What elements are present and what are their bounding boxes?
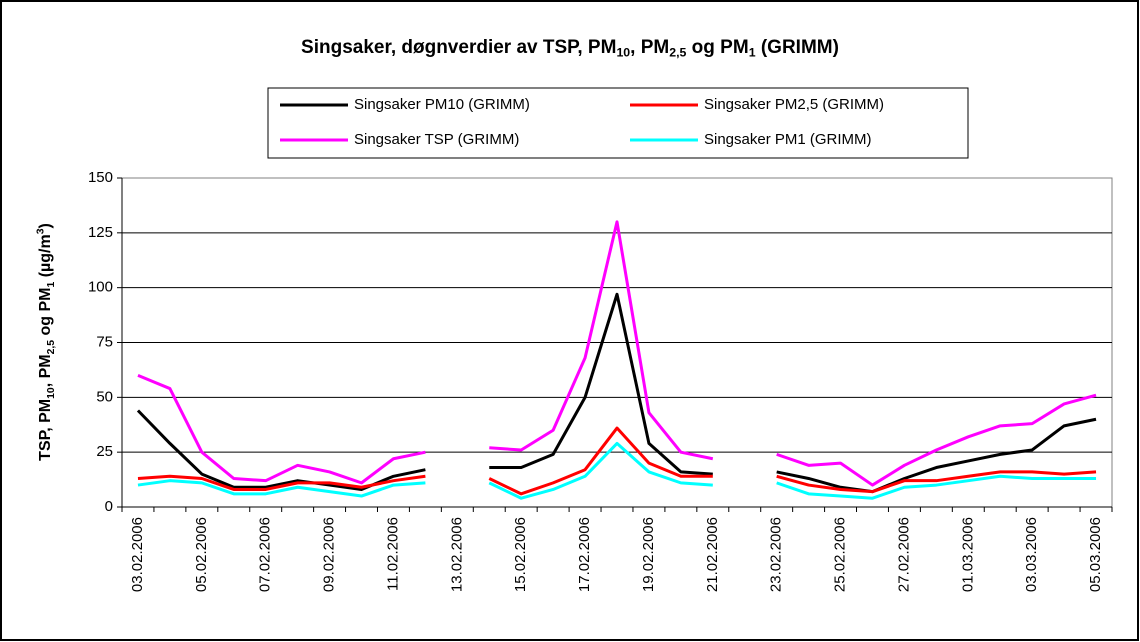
- subscript: 10: [616, 46, 630, 60]
- legend-label: Singsaker PM10 (GRIMM): [354, 96, 530, 113]
- text-part: (µg/m: [37, 234, 54, 281]
- text-part: TSP, PM: [37, 399, 54, 461]
- subscript: 1: [46, 282, 57, 288]
- series-line: [137, 220, 1097, 487]
- text-part: , PM: [37, 354, 54, 387]
- x-tick-label: 15.02.2006: [512, 517, 529, 592]
- series-line: [137, 441, 1097, 500]
- y-tick-label: 100: [88, 279, 113, 296]
- legend-label: Singsaker PM2,5 (GRIMM): [704, 96, 884, 113]
- legend: Singsaker PM10 (GRIMM) Singsaker PM2,5 (G…: [280, 96, 884, 148]
- supscript: 3: [35, 228, 46, 234]
- text-part: ): [37, 223, 54, 228]
- y-tick-label: 150: [88, 169, 113, 186]
- y-tick-label: 75: [96, 333, 113, 350]
- x-tick-label: 05.02.2006: [193, 517, 210, 592]
- text-part: Singsaker, døgnverdier av TSP, PM: [301, 37, 616, 58]
- x-tick-label: 01.03.2006: [959, 517, 976, 592]
- x-tick-label: 19.02.2006: [640, 517, 657, 592]
- y-tick-label: 25: [96, 443, 113, 460]
- x-tick-label: 25.02.2006: [832, 517, 849, 592]
- x-tick-label: 03.03.2006: [1023, 517, 1040, 592]
- y-tick-label: 0: [105, 498, 113, 515]
- text-part: og PM: [686, 37, 748, 58]
- legend-label: Singsaker PM1 (GRIMM): [704, 131, 872, 148]
- x-tick-label: 05.03.2006: [1087, 517, 1104, 592]
- subscript: 2,5: [669, 46, 686, 60]
- chart-title: Singsaker, døgnverdier av TSP, PM10​, PM…: [301, 37, 839, 60]
- text-part: , PM: [630, 37, 669, 58]
- text-part: og PM: [37, 288, 54, 340]
- legend-box: [267, 87, 969, 159]
- y-tick-label: 125: [88, 224, 113, 241]
- x-tick-label: 07.02.2006: [257, 517, 274, 592]
- x-tick-label: 13.02.2006: [448, 517, 465, 592]
- subscript: 2,5: [46, 340, 57, 355]
- legend-label: Singsaker TSP (GRIMM): [354, 131, 519, 148]
- x-tick-label: 27.02.2006: [895, 517, 912, 592]
- y-axis-label: TSP, PM10​, PM2,5​ og PM1​ (µg/m3​): [35, 223, 56, 461]
- x-tick-label: 21.02.2006: [704, 517, 721, 592]
- x-tick-label: 11.02.2006: [384, 517, 401, 591]
- subscript: 1: [749, 46, 756, 60]
- x-tick-label: 03.02.2006: [129, 517, 146, 592]
- subscript: 10: [46, 387, 57, 399]
- y-tick-label: 50: [96, 388, 113, 405]
- text-part: (GRIMM): [756, 37, 839, 58]
- x-tick-label: 17.02.2006: [576, 517, 593, 592]
- x-tick-label: 09.02.2006: [321, 517, 338, 592]
- series-line: [137, 426, 1097, 496]
- x-tick-label: 23.02.2006: [768, 517, 785, 592]
